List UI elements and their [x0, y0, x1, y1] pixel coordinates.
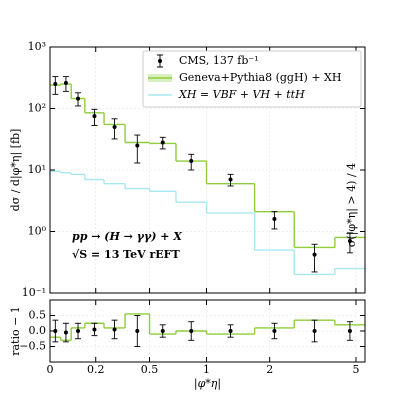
data-point: [112, 327, 117, 332]
axes-frame: [49, 299, 366, 363]
annotation: pp → (H → γγ) + X: [72, 230, 182, 243]
data-point: [160, 329, 165, 333]
data-point: [92, 327, 97, 332]
data-point: [53, 82, 58, 87]
x-tick-label: 1: [203, 363, 210, 376]
y-axis-label: dσ / d|φ*η| [fb]: [9, 129, 23, 212]
data-point: [53, 329, 58, 333]
data-point: [272, 329, 277, 333]
legend-label: CMS, 137 fb⁻¹: [179, 54, 259, 67]
legend-box: [142, 50, 362, 108]
axes-frame: [49, 46, 366, 294]
overflow-label: σ(|φ*η| > 4) / 4: [345, 163, 359, 247]
y-tick-label: 10²: [28, 102, 46, 115]
y-tick-label: 0.5: [29, 309, 47, 322]
data-point: [76, 96, 81, 101]
plot-area: [50, 300, 365, 362]
legend-marker: [158, 59, 162, 63]
y-tick-label: 10⁰: [28, 225, 47, 238]
data-point: [76, 329, 81, 333]
x-tick-label: 0.5: [141, 363, 159, 376]
data-point: [189, 159, 194, 164]
data-point: [160, 140, 165, 145]
data-point: [135, 143, 140, 148]
data-point: [347, 329, 352, 333]
plot-layer: 10⁻¹ 10⁰ 10¹ 10² 10³ dσ / d|φ*η| [fb] pp → (H …: [9, 40, 366, 391]
x-tick-label: 0.2: [87, 363, 105, 376]
data-point: [63, 330, 68, 335]
data-point: [312, 329, 317, 333]
data-point: [92, 114, 97, 119]
y-tick-label: −0.5: [19, 340, 46, 353]
plot-area: [50, 47, 365, 293]
y-tick-label: 0.0: [29, 324, 47, 337]
annotation: √S = 13 TeV rEFT: [72, 248, 180, 261]
legend-label: Geneva+Pythia8 (ggH) + XH: [179, 71, 341, 84]
data-point: [228, 329, 233, 333]
y-axis-label: ratio − 1: [9, 306, 22, 356]
data-point: [347, 239, 352, 244]
data-point: [312, 252, 317, 257]
data-point: [135, 329, 140, 333]
x-axis-label: |φ*η|: [194, 377, 221, 391]
data-point: [189, 329, 194, 333]
x-tick-label: 5: [352, 363, 359, 376]
y-tick-label: 10¹: [28, 163, 46, 176]
x-tick-label: 2: [266, 363, 273, 376]
data-point: [272, 216, 277, 221]
y-tick-label: 10³: [28, 40, 46, 53]
data-point: [112, 125, 117, 130]
legend-label: XH = VBF + VH + ttH: [178, 88, 305, 101]
data-point: [63, 80, 68, 85]
y-tick-label: 10⁻¹: [22, 286, 46, 299]
data-point: [228, 177, 233, 182]
x-tick-label: 0: [47, 363, 54, 376]
